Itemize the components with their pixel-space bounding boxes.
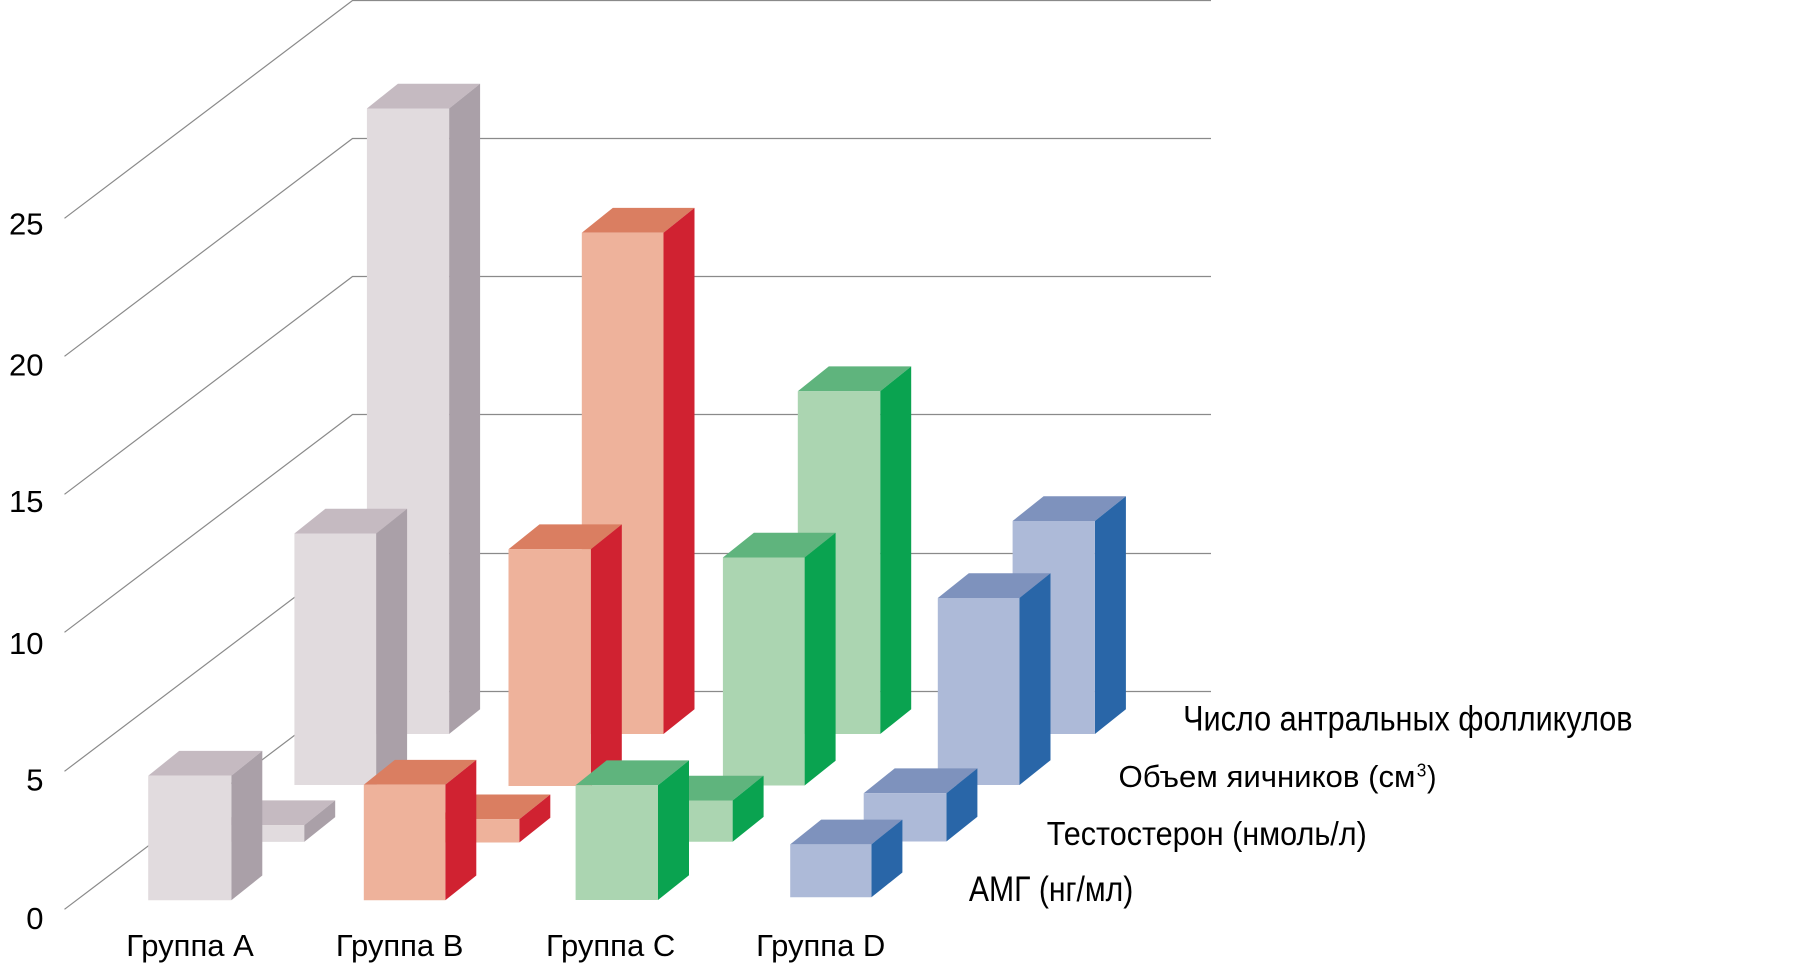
svg-text:Число антральных фолликулов: Число антральных фолликулов: [1183, 699, 1633, 738]
svg-text:Группа C: Группа C: [546, 928, 675, 963]
svg-text:5: 5: [26, 762, 43, 797]
svg-text:25: 25: [9, 207, 43, 242]
svg-text:Группа A: Группа A: [126, 928, 254, 963]
svg-text:АМГ (нг/мл): АМГ (нг/мл): [969, 870, 1133, 909]
svg-text:20: 20: [9, 348, 43, 383]
svg-text:3: 3: [1417, 761, 1427, 781]
svg-text:): ): [1427, 759, 1437, 794]
svg-text:15: 15: [9, 484, 43, 519]
svg-text:Объем яичников (см: Объем яичников (см: [1119, 759, 1416, 794]
svg-text:Группа D: Группа D: [756, 928, 885, 963]
svg-text:0: 0: [26, 901, 43, 936]
svg-text:Группа B: Группа B: [336, 928, 464, 963]
svg-text:Тестостерон (нмоль/л): Тестостерон (нмоль/л): [1047, 815, 1367, 852]
svg-text:10: 10: [9, 626, 43, 661]
